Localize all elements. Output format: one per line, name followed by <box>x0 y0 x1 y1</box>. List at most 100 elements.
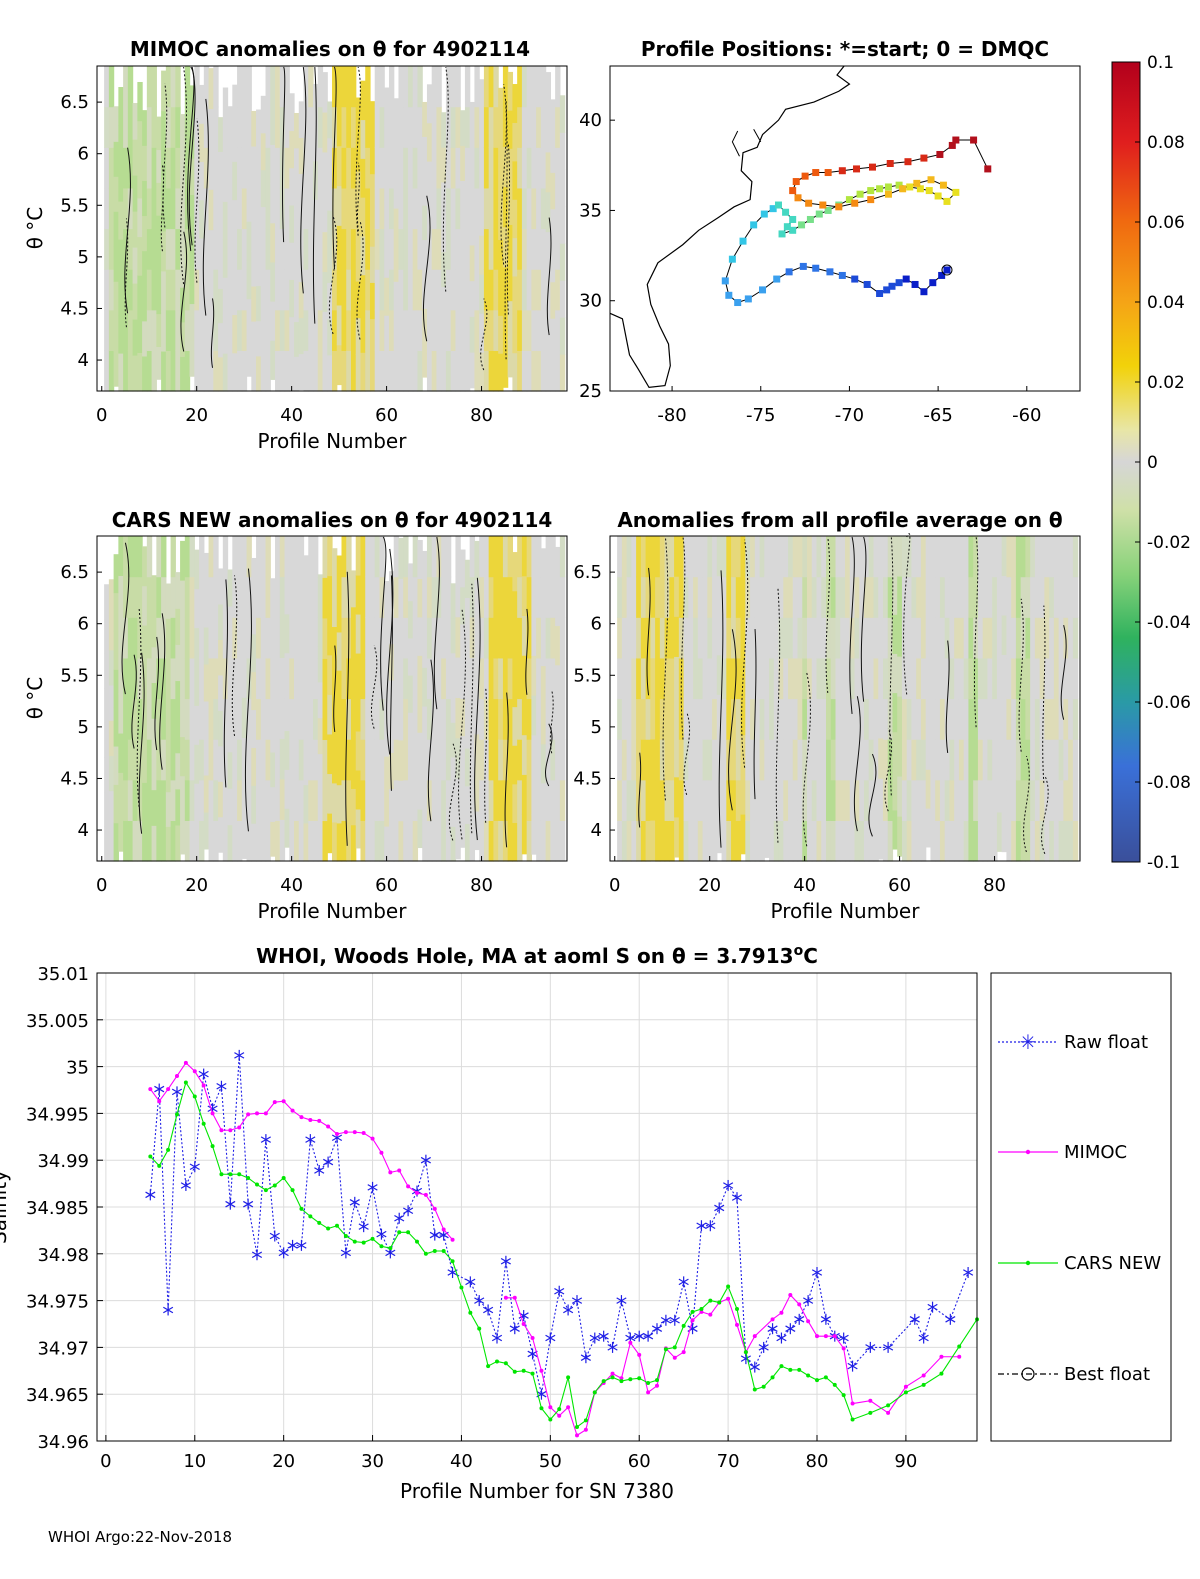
mimoc-cell <box>512 237 518 277</box>
salinity-point-mimoc <box>157 1099 162 1104</box>
salinity-y-tick-label: 34.97 <box>37 1338 89 1359</box>
cars-cell <box>146 820 153 862</box>
star-stroke <box>589 1334 600 1342</box>
cars-y-ticks: 44.555.566.5 <box>60 562 102 841</box>
cars-cell <box>521 694 528 736</box>
cars-cell <box>165 722 172 758</box>
allprof-cell <box>788 779 794 821</box>
salinity-point-mimoc <box>841 1346 846 1351</box>
salinity-point-mimoc <box>655 1383 659 1388</box>
cars-cell <box>555 546 561 587</box>
allprof-cell <box>811 617 818 659</box>
mimoc-cell <box>483 147 490 189</box>
mimoc-cell <box>526 66 532 108</box>
mimoc-cell <box>313 314 319 354</box>
allprof-cell <box>659 779 666 821</box>
cars-cell <box>374 698 381 740</box>
mimoc-cell <box>208 310 214 352</box>
salinity-point-mimoc <box>246 1112 251 1117</box>
cars-cell <box>156 779 162 821</box>
mimoc-cell <box>441 321 447 357</box>
allprof-cell <box>735 698 742 740</box>
mimoc-cell <box>540 228 547 270</box>
map-profile-marker <box>838 271 846 279</box>
cars-cell <box>322 820 328 862</box>
star-stroke <box>723 1182 734 1189</box>
cars-cell <box>270 717 276 753</box>
allprof-cell <box>693 820 699 862</box>
allprof-cell <box>788 657 794 700</box>
mimoc-cell <box>431 269 438 311</box>
salinity-legend: ✳ Raw float MIMOC CARS NEW Best float <box>990 972 1172 1442</box>
mimoc-cell <box>346 350 352 392</box>
allprof-cell <box>1030 739 1036 781</box>
cars-cell <box>208 617 214 659</box>
mimoc-cell <box>108 350 115 392</box>
cars-cell <box>317 681 324 719</box>
allprof-cell <box>773 576 780 618</box>
mimoc-cell <box>403 309 409 351</box>
allprof-cell <box>731 698 737 740</box>
allprof-cell <box>683 617 689 659</box>
cars-cell <box>127 698 134 740</box>
mimoc-cell <box>270 183 276 224</box>
mimoc-cell <box>294 217 300 253</box>
cars-cell <box>260 820 267 862</box>
allprof-cell <box>1001 575 1008 616</box>
allprof-contour <box>1060 624 1067 720</box>
cars-cell <box>526 779 532 821</box>
cars-cell <box>142 546 148 587</box>
cars-cell <box>256 536 262 578</box>
allprof-cell <box>1049 576 1055 618</box>
mimoc-cell <box>170 309 176 351</box>
mimoc-contour <box>422 195 431 342</box>
allprof-cell <box>816 698 822 740</box>
allprof-cell <box>621 820 628 862</box>
cars-cell <box>118 811 124 852</box>
allprof-cell <box>916 617 922 659</box>
salinity-point-cars-new <box>415 1239 419 1244</box>
mimoc-cell <box>161 310 167 352</box>
salinity-x-tick-label: 10 <box>183 1451 206 1472</box>
map-profile-marker <box>851 199 859 207</box>
allprof-cell <box>963 820 970 862</box>
salinity-point-cars-new <box>619 1379 624 1384</box>
allprof-y-ticks: 44.555.566.5 <box>573 562 615 841</box>
mimoc-cell <box>355 97 362 135</box>
allprof-cell <box>778 536 784 578</box>
mimoc-cell <box>270 222 276 263</box>
mimoc-cell <box>289 204 295 243</box>
allprof-cell <box>935 820 941 862</box>
cars-cell <box>104 826 110 862</box>
salinity-point-cars-new <box>841 1393 846 1398</box>
mimoc-contour <box>202 98 209 316</box>
allprof-cell <box>882 739 889 781</box>
mimoc-cell <box>422 308 428 344</box>
allprof-cell <box>626 617 632 659</box>
allprof-cell <box>882 617 889 659</box>
cars-cell <box>279 576 286 618</box>
salinity-point-raw-float <box>500 1255 511 1267</box>
cars-cell <box>388 716 395 753</box>
allprof-cell <box>935 779 941 821</box>
allprof-cell <box>778 779 784 821</box>
cars-cell <box>559 820 566 862</box>
allprof-cell <box>954 536 960 578</box>
allprof-cell <box>759 657 765 700</box>
cars-cell <box>322 739 328 781</box>
mimoc-cell <box>118 277 124 316</box>
mimoc-cell <box>336 145 343 187</box>
allprof-cell <box>1058 657 1064 700</box>
cars-cell <box>393 617 400 659</box>
cars-cell <box>265 739 271 781</box>
mimoc-cell <box>227 106 233 143</box>
mimoc-cell <box>213 309 219 351</box>
allprof-cell <box>963 657 970 700</box>
mimoc-cell <box>222 353 229 392</box>
mimoc-cell <box>199 123 205 163</box>
map-profile-marker <box>904 158 912 166</box>
allprof-cell <box>764 576 770 617</box>
allprof-cell <box>1058 698 1064 740</box>
salinity-point-mimoc <box>939 1354 944 1359</box>
mimoc-y-tick-label: 6.5 <box>60 92 89 113</box>
